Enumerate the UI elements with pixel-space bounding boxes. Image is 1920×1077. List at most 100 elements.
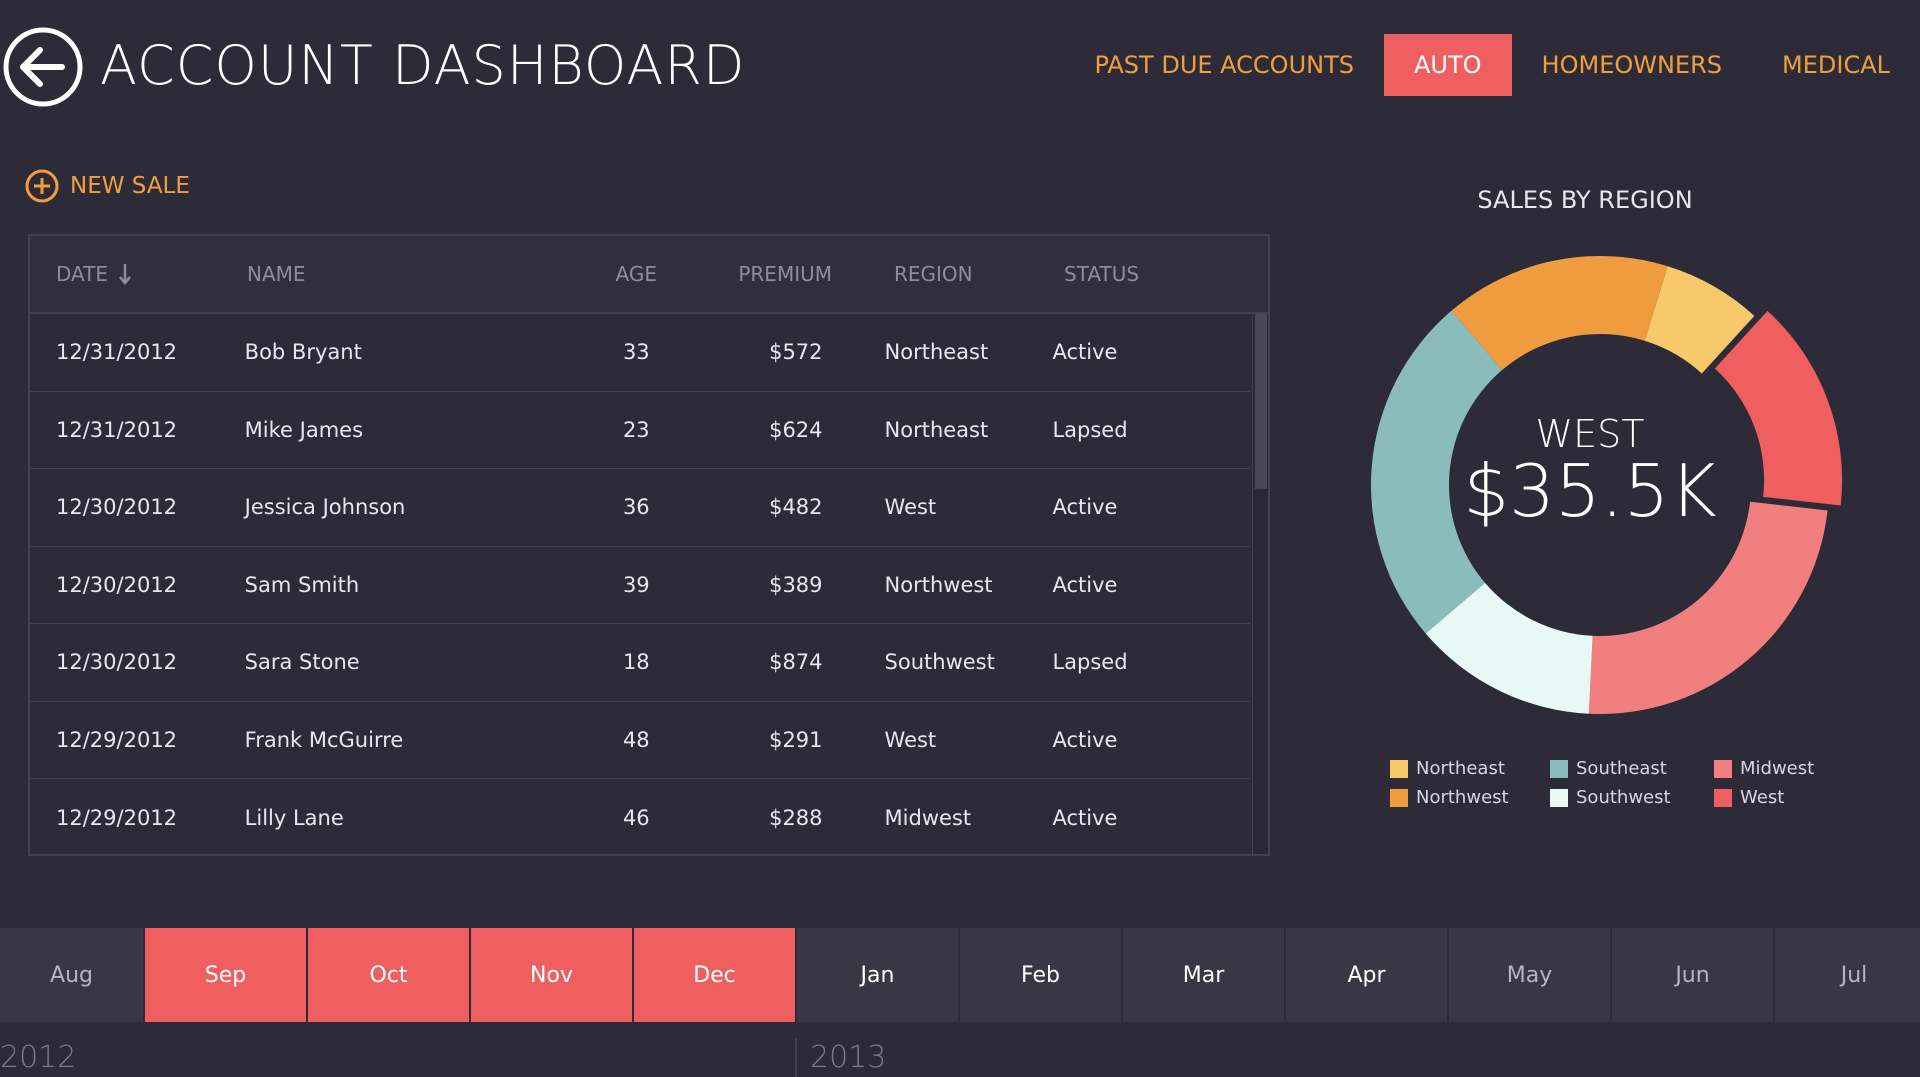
month-timeline: Aug Sep Oct Nov Dec Jan Feb Mar Apr May Jun Jul xyxy=(0,928,1920,1022)
legend-swatch xyxy=(1390,788,1408,807)
donut-slice-southwest[interactable] xyxy=(1425,582,1593,714)
top-navigation: PAST DUE ACCOUNTS AUTO HOMEOWNERS MEDICA… xyxy=(1064,34,1920,96)
back-button[interactable] xyxy=(2,26,84,108)
cell-premium: $482 xyxy=(769,495,823,520)
legend-swatch xyxy=(1714,788,1732,807)
column-header-region[interactable]: REGION xyxy=(894,262,973,286)
cell-status: Active xyxy=(1052,340,1118,365)
legend-item[interactable]: Northeast xyxy=(1390,758,1550,779)
legend-swatch xyxy=(1550,759,1568,778)
legend-label: Northeast xyxy=(1416,758,1505,779)
timeline-month-mar[interactable]: Mar xyxy=(1123,928,1286,1022)
donut-slice-northwest[interactable] xyxy=(1451,255,1668,371)
legend-item[interactable]: Northwest xyxy=(1390,787,1550,808)
cell-age: 48 xyxy=(622,727,650,752)
cell-name: Jessica Johnson xyxy=(244,495,406,520)
legend-item[interactable]: Midwest xyxy=(1714,758,1834,779)
cell-region: Southwest xyxy=(884,650,995,675)
column-header-date[interactable]: DATE xyxy=(30,262,247,286)
cell-premium: $624 xyxy=(769,417,823,442)
cell-name: Lilly Lane xyxy=(244,805,344,830)
cell-status: Active xyxy=(1052,495,1118,520)
timeline-month-may[interactable]: May xyxy=(1449,928,1612,1022)
table-scrollbar[interactable] xyxy=(1252,314,1268,854)
legend-item[interactable]: West xyxy=(1714,787,1834,808)
cell-region: Midwest xyxy=(884,805,972,830)
tab-medical[interactable]: MEDICAL xyxy=(1782,51,1890,79)
cell-age: 36 xyxy=(622,495,650,520)
timeline-month-apr[interactable]: Apr xyxy=(1286,928,1449,1022)
legend-swatch xyxy=(1714,759,1732,778)
table-row[interactable]: 12/29/2012 Lilly Lane 46 $288 Midwest Ac… xyxy=(30,779,1250,854)
table-body: 12/31/2012 Bob Bryant 33 $572 Northeast … xyxy=(30,314,1268,854)
timeline-month-nov[interactable]: Nov xyxy=(471,928,634,1022)
cell-premium: $389 xyxy=(769,572,823,597)
table-row[interactable]: 12/29/2012 Frank McGuirre 48 $291 West A… xyxy=(30,702,1250,779)
legend-item[interactable]: Southeast xyxy=(1550,758,1714,779)
column-header-status[interactable]: STATUS xyxy=(1064,262,1140,286)
tab-past-due-accounts[interactable]: PAST DUE ACCOUNTS xyxy=(1094,51,1354,79)
cell-name: Frank McGuirre xyxy=(244,727,404,752)
table-row[interactable]: 12/30/2012 Jessica Johnson 36 $482 West … xyxy=(30,469,1250,547)
cell-age: 23 xyxy=(622,417,650,442)
table-row[interactable]: 12/31/2012 Bob Bryant 33 $572 Northeast … xyxy=(30,314,1250,392)
cell-premium: $874 xyxy=(769,650,823,675)
tab-auto[interactable]: AUTO xyxy=(1384,34,1512,96)
cell-age: 33 xyxy=(622,340,650,365)
cell-date: 12/30/2012 xyxy=(56,650,178,675)
cell-name: Bob Bryant xyxy=(244,340,362,365)
timeline-month-oct[interactable]: Oct xyxy=(308,928,471,1022)
cell-status: Active xyxy=(1052,805,1118,830)
cell-region: West xyxy=(884,495,937,520)
column-header-premium[interactable]: PREMIUM xyxy=(738,262,832,286)
timeline-month-jun[interactable]: Jun xyxy=(1612,928,1775,1022)
table-row[interactable]: 12/30/2012 Sara Stone 18 $874 Southwest … xyxy=(30,624,1250,702)
legend-swatch xyxy=(1390,759,1408,778)
year-divider xyxy=(795,1038,797,1077)
cell-date: 12/29/2012 xyxy=(56,727,178,752)
timeline-month-jul[interactable]: Jul xyxy=(1775,928,1920,1022)
column-header-date-label: DATE xyxy=(56,262,109,286)
legend-item[interactable]: Southwest xyxy=(1550,787,1714,808)
accounts-table: DATE NAME AGE PREMIUM REGION STATUS 12/3… xyxy=(28,234,1270,856)
cell-name: Sam Smith xyxy=(244,572,360,597)
timeline-month-jan[interactable]: Jan xyxy=(797,928,960,1022)
cell-region: Northeast xyxy=(884,417,989,442)
new-sale-button[interactable]: NEW SALE xyxy=(24,168,190,204)
legend-label: Northwest xyxy=(1416,787,1509,808)
chart-title: SALES BY REGION xyxy=(1477,186,1693,214)
year-label-2013: 2013 xyxy=(810,1040,887,1075)
legend-label: Southeast xyxy=(1576,758,1667,779)
timeline-month-sep[interactable]: Sep xyxy=(145,928,308,1022)
timeline-month-feb[interactable]: Feb xyxy=(960,928,1123,1022)
arrow-left-icon xyxy=(3,27,83,107)
timeline-month-aug[interactable]: Aug xyxy=(0,928,145,1022)
column-header-age[interactable]: AGE xyxy=(615,262,657,286)
cell-date: 12/30/2012 xyxy=(56,495,178,520)
chart-legend: Northeast Southeast Midwest Northwest So… xyxy=(1390,758,1814,808)
cell-premium: $288 xyxy=(769,805,823,830)
cell-date: 12/29/2012 xyxy=(56,805,178,830)
cell-status: Active xyxy=(1052,572,1118,597)
column-header-name[interactable]: NAME xyxy=(247,262,306,286)
cell-status: Lapsed xyxy=(1052,417,1128,442)
cell-region: Northeast xyxy=(884,340,989,365)
legend-label: West xyxy=(1740,787,1785,808)
donut-slice-southeast[interactable] xyxy=(1371,310,1503,634)
donut-center-label: WEST xyxy=(1535,412,1645,456)
tab-homeowners[interactable]: HOMEOWNERS xyxy=(1541,51,1723,79)
cell-date: 12/31/2012 xyxy=(56,417,178,442)
donut-slice-northeast[interactable] xyxy=(1644,266,1755,374)
legend-label: Midwest xyxy=(1740,758,1815,779)
table-row[interactable]: 12/30/2012 Sam Smith 39 $389 Northwest A… xyxy=(30,547,1250,624)
cell-premium: $291 xyxy=(769,727,823,752)
scrollbar-thumb[interactable] xyxy=(1255,314,1267,489)
cell-date: 12/31/2012 xyxy=(56,340,178,365)
table-row[interactable]: 12/31/2012 Mike James 23 $624 Northeast … xyxy=(30,392,1250,469)
donut-slice-midwest[interactable] xyxy=(1588,501,1828,714)
timeline-month-dec[interactable]: Dec xyxy=(634,928,797,1022)
legend-label: Southwest xyxy=(1576,787,1671,808)
donut-slice-west[interactable] xyxy=(1714,310,1843,506)
cell-age: 39 xyxy=(622,572,650,597)
